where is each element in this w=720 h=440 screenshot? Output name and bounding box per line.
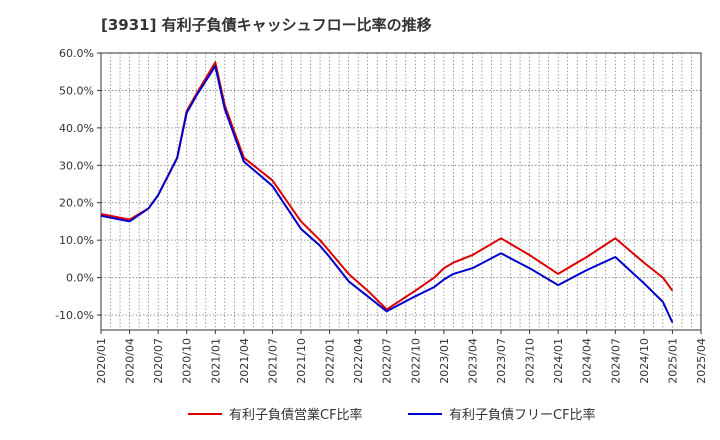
x-tick-label: 2021/10 — [295, 338, 308, 384]
chart-title: [3931] 有利子負債キャッシュフロー比率の推移 — [101, 16, 432, 34]
legend-label-2: 有利子負債フリーCF比率 — [449, 407, 596, 423]
x-tick-label: 2020/10 — [181, 338, 194, 384]
x-tick-label: 2025/01 — [666, 338, 679, 384]
y-tick-label: -10.0% — [55, 309, 94, 322]
x-tick-label: 2025/04 — [695, 338, 708, 384]
x-tick-label: 2023/01 — [438, 338, 451, 384]
x-tick-label: 2024/10 — [638, 338, 651, 384]
y-tick-label: 20.0% — [59, 197, 94, 210]
x-tick-label: 2024/07 — [609, 338, 622, 384]
series-line-2 — [100, 65, 674, 323]
x-tick-label: 2023/07 — [495, 338, 508, 384]
x-tick-label: 2023/10 — [524, 338, 537, 384]
y-tick-label: 10.0% — [59, 234, 94, 247]
x-tick-label: 2022/04 — [352, 338, 365, 384]
x-tick-label: 2022/01 — [324, 338, 337, 384]
x-tick-label: 2020/07 — [152, 338, 165, 384]
y-tick-label: 30.0% — [59, 159, 94, 172]
y-tick-label: 0.0% — [66, 272, 94, 285]
x-tick-label: 2024/01 — [552, 338, 565, 384]
y-tick-label: 60.0% — [59, 47, 94, 60]
plot-area — [101, 53, 701, 330]
x-tick-label: 2020/04 — [124, 338, 137, 384]
x-tick-label: 2021/01 — [209, 338, 222, 384]
x-tick-label: 2021/07 — [266, 338, 279, 384]
legend-label-1: 有利子負債営業CF比率 — [229, 407, 363, 423]
x-tick-label: 2020/01 — [95, 338, 108, 384]
x-tick-label: 2023/04 — [466, 338, 479, 384]
x-tick-label: 2024/04 — [581, 338, 594, 384]
y-tick-label: 40.0% — [59, 122, 94, 135]
x-tick-label: 2022/10 — [409, 338, 422, 384]
x-tick-label: 2022/07 — [381, 338, 394, 384]
x-tick-label: 2021/04 — [238, 338, 251, 384]
plot-border — [100, 52, 702, 331]
y-tick-label: 50.0% — [59, 84, 94, 97]
